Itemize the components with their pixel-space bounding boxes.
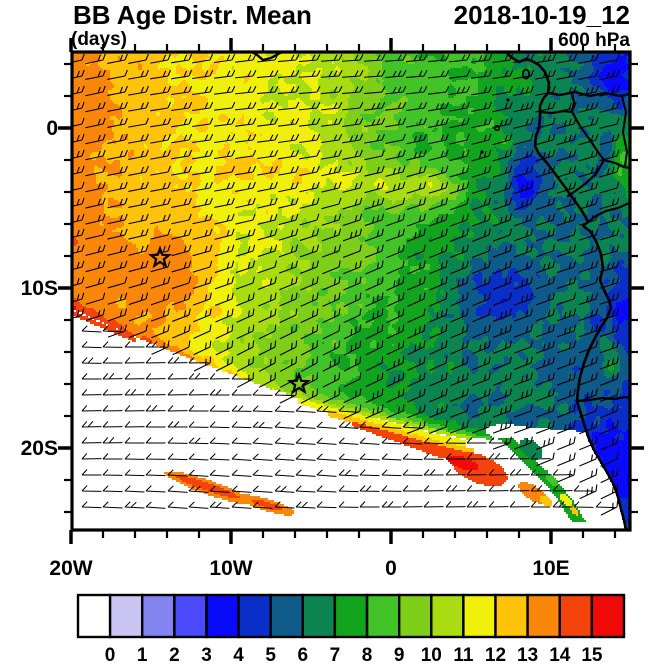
svg-text:600 hPa: 600 hPa <box>558 30 630 51</box>
svg-text:10: 10 <box>421 645 442 666</box>
svg-text:9: 9 <box>394 645 405 666</box>
svg-text:0: 0 <box>105 645 116 666</box>
svg-text:BB Age Distr. Mean: BB Age Distr. Mean <box>73 0 312 30</box>
svg-text:20W: 20W <box>49 557 92 580</box>
svg-text:0: 0 <box>385 557 397 580</box>
svg-text:(days): (days) <box>71 29 127 50</box>
svg-text:6: 6 <box>298 645 309 666</box>
svg-text:14: 14 <box>549 645 571 666</box>
svg-text:10W: 10W <box>209 557 252 580</box>
svg-text:15: 15 <box>581 645 603 666</box>
svg-text:20S: 20S <box>21 437 58 460</box>
svg-text:7: 7 <box>330 645 341 666</box>
svg-text:10E: 10E <box>532 557 569 580</box>
svg-text:2018-10-19_12: 2018-10-19_12 <box>454 0 630 30</box>
svg-text:10S: 10S <box>21 277 58 300</box>
svg-text:2: 2 <box>169 645 180 666</box>
svg-text:5: 5 <box>265 645 276 666</box>
svg-text:4: 4 <box>233 645 244 666</box>
svg-text:8: 8 <box>362 645 373 666</box>
svg-text:13: 13 <box>517 645 538 666</box>
svg-text:1: 1 <box>137 645 148 666</box>
svg-text:0: 0 <box>46 117 58 140</box>
svg-text:3: 3 <box>201 645 212 666</box>
svg-text:11: 11 <box>453 645 474 666</box>
svg-text:12: 12 <box>485 645 506 666</box>
